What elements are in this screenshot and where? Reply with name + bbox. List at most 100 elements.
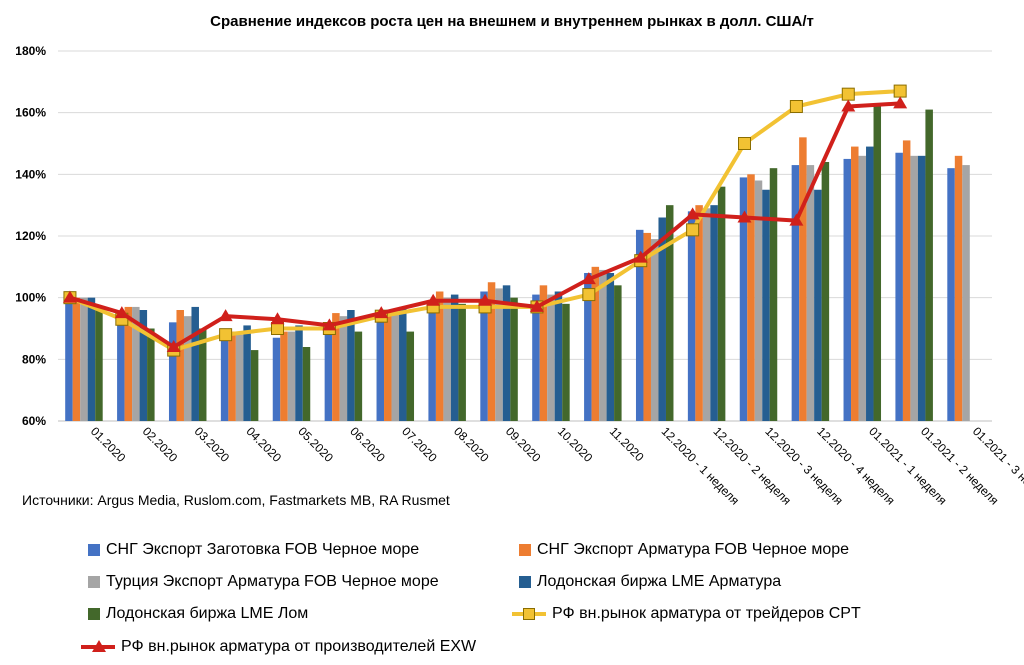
bar <box>324 325 333 421</box>
bar <box>710 205 718 421</box>
x-tick-label: 02.2020 <box>140 424 181 465</box>
bar <box>272 337 281 421</box>
line-marker <box>789 100 803 113</box>
line-marker <box>789 213 804 226</box>
bar <box>198 328 207 421</box>
bar <box>665 205 674 421</box>
bar <box>399 306 407 421</box>
bar <box>562 303 570 421</box>
bar <box>495 288 503 421</box>
y-axis: 60% 80% 100% 120% 140% 160% 180% <box>15 44 46 428</box>
bar <box>747 174 755 421</box>
bar <box>650 239 659 421</box>
bar <box>220 340 229 421</box>
bar <box>458 303 466 421</box>
x-tick-label: 07.2020 <box>399 424 440 465</box>
bar <box>687 211 696 421</box>
x-tick-label: 03.2020 <box>192 424 233 465</box>
bar <box>183 316 192 421</box>
x-tick-label: 06.2020 <box>347 424 388 465</box>
bar <box>72 297 81 421</box>
bar <box>332 313 340 421</box>
bar <box>954 155 963 422</box>
line-marker <box>218 309 233 322</box>
bar <box>873 103 882 422</box>
bar <box>450 294 459 421</box>
bar <box>858 155 867 422</box>
bar <box>762 189 770 421</box>
x-tick-label: 01.2020 <box>88 424 129 465</box>
bar <box>406 331 415 421</box>
bar <box>799 137 807 422</box>
line-marker <box>271 322 284 335</box>
line-marker <box>114 306 129 319</box>
line-marker <box>686 223 700 237</box>
chart-title: Сравнение индексов роста цен на внешнем … <box>210 13 814 30</box>
y-tick-label: 120% <box>15 229 46 243</box>
y-tick-label: 60% <box>22 414 46 428</box>
bar <box>843 158 852 421</box>
y-tick-label: 160% <box>15 106 46 120</box>
bar <box>635 229 644 421</box>
line-marker <box>166 340 181 352</box>
bar <box>480 291 488 421</box>
bar <box>510 297 518 421</box>
bar <box>139 310 148 421</box>
bar <box>614 285 622 421</box>
x-tick-label: 11.2020 <box>607 424 647 464</box>
bar <box>176 310 184 421</box>
bar <box>806 165 815 421</box>
bar-series <box>65 103 970 422</box>
line-series <box>62 84 908 357</box>
source-note: Источники: Argus Media, Ruslom.com, Fast… <box>22 492 450 508</box>
bar <box>87 297 96 421</box>
bar <box>302 347 311 421</box>
bar <box>95 306 103 421</box>
bar <box>280 331 288 421</box>
line-marker <box>270 312 285 325</box>
x-tick-label: 10.2020 <box>555 424 596 465</box>
bar <box>821 162 830 421</box>
line-marker <box>841 99 856 112</box>
y-tick-label: 180% <box>15 44 46 58</box>
bar <box>962 165 970 421</box>
line-marker <box>633 250 648 263</box>
bar <box>391 310 400 421</box>
x-tick-label: 05.2020 <box>295 424 336 465</box>
bar <box>435 291 444 421</box>
bar <box>443 297 451 421</box>
bar <box>287 331 296 421</box>
bar <box>384 310 392 421</box>
x-tick-label: 04.2020 <box>243 424 284 465</box>
bar <box>866 146 874 422</box>
bar <box>124 306 133 421</box>
bar <box>851 146 859 422</box>
bar <box>539 285 548 421</box>
bar <box>910 155 918 422</box>
bar <box>339 316 348 421</box>
line-marker <box>529 299 544 312</box>
bar <box>532 294 540 421</box>
bar <box>191 306 199 421</box>
bar <box>65 297 73 421</box>
bar <box>695 205 703 421</box>
y-tick-label: 140% <box>15 167 46 181</box>
y-tick-label: 80% <box>22 352 46 366</box>
bar <box>487 282 496 421</box>
bar <box>347 310 355 421</box>
line-marker <box>219 328 233 342</box>
bar <box>132 306 140 421</box>
x-tick-label: 08.2020 <box>451 424 492 465</box>
bar <box>502 285 511 421</box>
bar <box>814 189 822 421</box>
line-marker <box>841 87 855 101</box>
line-marker <box>893 84 907 98</box>
bar <box>584 273 592 421</box>
bar <box>717 186 726 421</box>
x-tick-label: 09.2020 <box>503 424 544 465</box>
bar <box>791 165 800 421</box>
bar <box>643 232 651 421</box>
line-marker <box>582 288 596 302</box>
bar <box>147 328 155 421</box>
